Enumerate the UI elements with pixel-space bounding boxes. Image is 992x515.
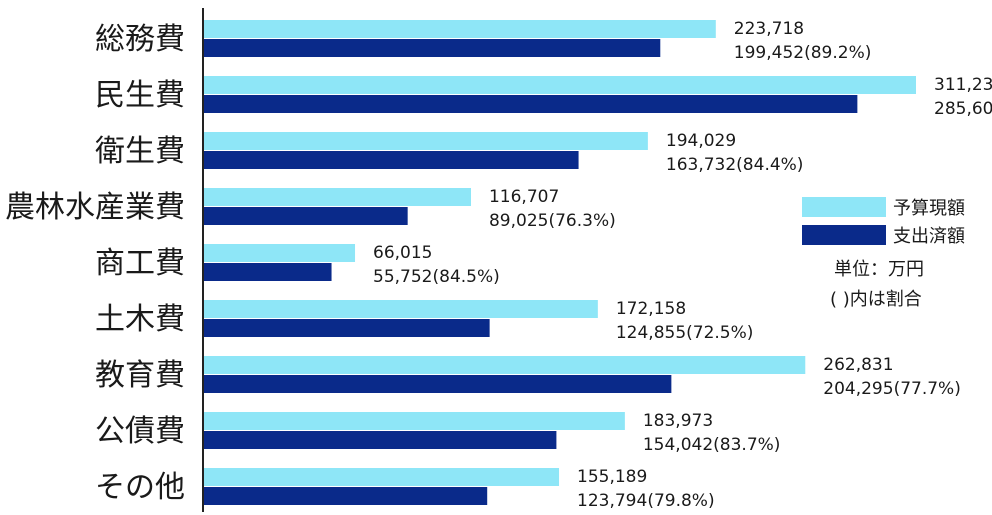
value-label-budget: 116,707 <box>489 187 559 207</box>
category-label: 土木費 <box>95 302 185 337</box>
ratio-note: ( )内は割合 <box>830 289 922 310</box>
value-label-budget: 172,158 <box>616 299 686 319</box>
value-label-budget: 155,189 <box>577 467 647 487</box>
unit-note: 単位：万円 <box>834 259 924 280</box>
legend-swatch-budget <box>802 197 886 217</box>
category-label: 公債費 <box>95 414 185 449</box>
bar-budget <box>204 76 916 94</box>
bar-budget <box>204 132 648 150</box>
value-label-expenditure: 163,732(84.4%) <box>666 155 804 175</box>
category-label: 農林水産業費 <box>5 190 185 225</box>
category-label: その他 <box>95 470 185 505</box>
bar-expenditure <box>204 319 490 337</box>
value-labels: 223,718 199,452(89.2%) 311,230 285,600(91.8… <box>373 19 992 511</box>
bar-budget <box>204 468 560 486</box>
value-label-budget: 262,831 <box>823 355 893 375</box>
value-label-expenditure: 89,025(76.3%) <box>489 211 616 231</box>
value-label-expenditure: 55,752(84.5%) <box>373 267 500 287</box>
value-label-expenditure: 204,295(77.7%) <box>823 379 961 399</box>
bar-expenditure <box>204 207 408 225</box>
bar-expenditure <box>204 487 488 505</box>
value-label-budget: 194,029 <box>666 131 736 151</box>
bar-budget <box>204 356 806 374</box>
bar-expenditure <box>204 431 557 449</box>
bar-budget <box>204 412 625 430</box>
value-label-expenditure: 154,042(83.7%) <box>643 435 781 455</box>
category-label: 民生費 <box>95 78 185 113</box>
bar-expenditure <box>204 375 672 393</box>
bar-expenditure <box>204 151 579 169</box>
bars-layer <box>204 20 916 505</box>
value-label-budget: 183,973 <box>643 411 713 431</box>
bar-budget <box>204 20 716 38</box>
category-label: 教育費 <box>95 358 185 393</box>
bar-budget <box>204 188 471 206</box>
bar-expenditure <box>204 39 661 57</box>
value-label-budget: 223,718 <box>734 19 804 39</box>
category-label: 総務費 <box>95 22 185 57</box>
value-label-budget: 311,230 <box>934 75 992 95</box>
category-label: 商工費 <box>95 246 185 281</box>
value-label-expenditure: 123,794(79.8%) <box>577 491 715 511</box>
bar-budget <box>204 244 356 262</box>
category-label: 衛生費 <box>95 134 185 169</box>
value-label-expenditure: 124,855(72.5%) <box>616 323 754 343</box>
legend-label-budget: 予算現額 <box>893 198 965 219</box>
value-label-budget: 66,015 <box>373 243 432 263</box>
value-label-expenditure: 285,600(91.8%) <box>934 99 992 119</box>
value-label-expenditure: 199,452(89.2%) <box>734 43 872 63</box>
bar-expenditure <box>204 263 332 281</box>
legend-swatch-expenditure <box>802 225 886 245</box>
bar-budget <box>204 300 598 318</box>
legend-label-expenditure: 支出済額 <box>893 226 965 247</box>
legend: 予算現額 支出済額 単位：万円 ( )内は割合 <box>802 197 965 310</box>
bar-expenditure <box>204 95 858 113</box>
